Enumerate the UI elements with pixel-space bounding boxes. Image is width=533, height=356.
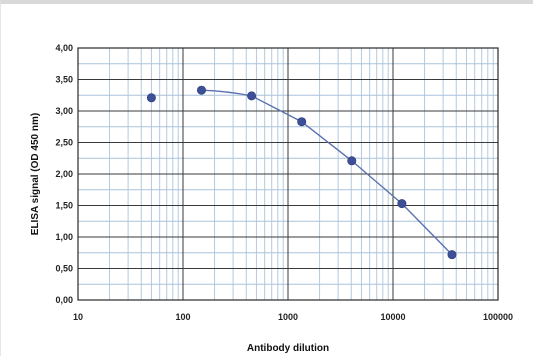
data-point (397, 199, 407, 209)
x-axis-title: Antibody dilution (247, 343, 329, 354)
y-tick-label: 2,00 (55, 169, 73, 179)
y-tick-label: 0,50 (55, 264, 73, 274)
x-tick-label: 100 (175, 312, 190, 322)
y-axis-title: ELISA signal (OD 450 nm) (30, 113, 41, 235)
data-point (196, 85, 206, 95)
y-tick-label: 4,00 (55, 43, 73, 53)
y-tick-label: 1,50 (55, 201, 73, 211)
x-tick-labels: 10 100 1000 10000 100000 (73, 312, 513, 322)
data-point (146, 93, 156, 103)
data-point (297, 117, 307, 127)
y-tick-label: 1,00 (55, 232, 73, 242)
data-point (347, 156, 357, 166)
y-tick-label: 0,00 (55, 295, 73, 305)
x-tick-label: 100000 (483, 312, 513, 322)
data-point (447, 250, 457, 260)
y-tick-label: 3,00 (55, 106, 73, 116)
data-point (247, 91, 257, 101)
y-tick-label: 2,50 (55, 138, 73, 148)
y-tick-labels: 0,00 0,50 1,00 1,50 2,00 2,50 3,00 3,50 4,00 (55, 43, 73, 305)
series-layer (146, 85, 457, 260)
x-tick-label: 10000 (380, 312, 405, 322)
x-tick-label: 1000 (278, 312, 298, 322)
x-tick-label: 10 (73, 312, 83, 322)
y-tick-label: 3,50 (55, 75, 73, 85)
plot-border (77, 47, 499, 301)
